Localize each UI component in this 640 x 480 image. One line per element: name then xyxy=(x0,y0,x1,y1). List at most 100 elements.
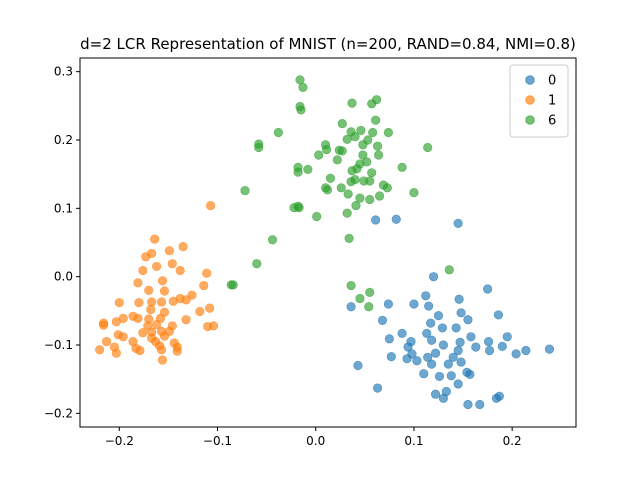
point-series-6-45 xyxy=(322,185,333,195)
point-series-6-61 xyxy=(267,235,278,245)
point-series-6-15 xyxy=(273,127,284,138)
point-series-1-7 xyxy=(152,261,162,272)
legend: 0 1 6 xyxy=(509,64,569,138)
point-series-6-60 xyxy=(312,211,322,222)
point-series-0-2 xyxy=(453,218,463,228)
point-series-1-8 xyxy=(138,265,148,276)
point-series-0-0 xyxy=(371,215,381,225)
x-tick-label: 0.0 xyxy=(306,434,325,448)
point-series-6-13 xyxy=(350,131,360,142)
point-series-6-3 xyxy=(296,105,306,115)
point-series-0-47 xyxy=(434,371,445,382)
point-series-6-24 xyxy=(321,144,332,155)
point-series-6-47 xyxy=(343,189,353,199)
point-series-0-15 xyxy=(426,318,436,328)
y-tick-label: −0.2 xyxy=(44,406,73,420)
point-series-0-8 xyxy=(346,302,356,312)
point-series-6-51 xyxy=(240,185,250,196)
point-series-6-31 xyxy=(303,164,313,174)
point-series-1-38 xyxy=(152,319,162,330)
point-series-0-45 xyxy=(403,342,413,352)
point-series-0-21 xyxy=(438,340,449,350)
point-series-0-23 xyxy=(466,332,476,342)
point-series-1-48 xyxy=(159,331,170,341)
y-axis: −0.2 −0.1 0.0 0.1 0.2 0.3 xyxy=(44,65,80,420)
point-series-6-69 xyxy=(365,287,375,297)
point-series-6-40 xyxy=(325,173,336,183)
y-tick-label: 0.0 xyxy=(54,270,73,284)
x-axis: −0.2 −0.1 0.0 0.1 0.2 xyxy=(105,427,522,448)
point-series-0-35 xyxy=(448,352,458,362)
point-series-6-14 xyxy=(342,134,352,144)
point-series-1-58 xyxy=(95,345,105,355)
point-series-6-27 xyxy=(332,155,342,165)
point-series-0-60 xyxy=(373,383,383,393)
point-series-6-28 xyxy=(358,150,368,160)
y-tick-label: 0.3 xyxy=(54,65,73,79)
point-series-0-11 xyxy=(456,308,466,318)
point-series-1-0 xyxy=(206,201,216,211)
point-series-6-7 xyxy=(337,118,347,129)
point-series-0-17 xyxy=(397,328,407,338)
point-series-0-40 xyxy=(502,332,512,342)
point-series-0-25 xyxy=(453,345,463,356)
point-series-1-13 xyxy=(199,280,209,291)
point-series-1-59 xyxy=(135,345,145,356)
point-series-0-20 xyxy=(427,335,437,345)
legend-marker-6 xyxy=(525,115,535,125)
point-series-1-61 xyxy=(172,346,182,356)
point-series-0-41 xyxy=(483,336,494,347)
point-series-1-5 xyxy=(141,252,151,262)
point-series-6-63 xyxy=(252,259,262,269)
point-series-6-42 xyxy=(346,177,356,187)
point-series-1-62 xyxy=(156,345,167,355)
point-series-0-38 xyxy=(511,349,521,359)
x-tick-label: −0.2 xyxy=(105,434,134,448)
point-series-1-21 xyxy=(147,297,157,307)
point-series-6-70 xyxy=(364,302,374,312)
point-series-0-58 xyxy=(494,391,504,401)
point-series-6-66 xyxy=(226,280,236,290)
point-series-6-26 xyxy=(423,142,433,153)
point-series-0-28 xyxy=(412,356,422,366)
legend-box xyxy=(509,64,569,138)
point-series-0-16 xyxy=(422,328,432,338)
point-series-1-31 xyxy=(133,313,143,323)
point-series-0-46 xyxy=(419,369,429,379)
point-series-6-33 xyxy=(293,167,303,177)
point-series-6-59 xyxy=(342,208,352,218)
legend-marker-1 xyxy=(525,95,535,105)
point-series-1-26 xyxy=(146,304,156,315)
point-series-1-30 xyxy=(111,317,121,327)
point-series-6-37 xyxy=(367,168,377,178)
point-series-0-19 xyxy=(384,334,394,344)
point-series-0-9 xyxy=(377,315,388,326)
plot-area-frame xyxy=(79,57,577,428)
point-series-1-41 xyxy=(208,321,219,331)
point-series-1-20 xyxy=(134,298,144,308)
point-series-1-63 xyxy=(157,355,168,365)
point-series-0-51 xyxy=(453,379,463,389)
point-series-1-35 xyxy=(98,320,109,330)
point-series-1-49 xyxy=(101,336,112,347)
y-tick-label: 0.2 xyxy=(54,133,73,147)
point-series-6-62 xyxy=(344,233,354,243)
point-series-0-32 xyxy=(427,359,437,369)
point-series-6-39 xyxy=(397,162,407,172)
point-series-0-39 xyxy=(521,345,531,356)
point-series-0-14 xyxy=(437,323,448,333)
legend-label-1: 1 xyxy=(548,94,556,109)
point-series-6-22 xyxy=(337,146,347,156)
point-series-0-31 xyxy=(423,352,433,362)
point-series-6-64 xyxy=(444,265,454,275)
point-series-6-19 xyxy=(358,140,368,150)
point-series-0-55 xyxy=(463,399,473,410)
point-series-0-59 xyxy=(353,360,363,371)
point-series-1-2 xyxy=(178,242,188,252)
point-series-6-36 xyxy=(347,166,357,176)
point-series-6-67 xyxy=(346,280,356,291)
point-series-0-52 xyxy=(430,389,441,399)
point-series-0-30 xyxy=(386,352,396,362)
point-series-6-6 xyxy=(367,99,377,109)
